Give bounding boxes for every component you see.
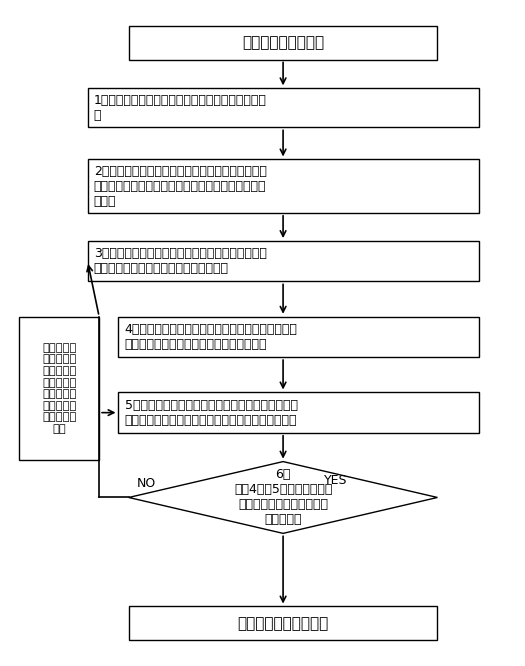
Text: 2）根据备份控制规律设计原则第一条的要求，以实
现发动机工作状态不变为目标进行备份控制规律的初
步设计: 2）根据备份控制规律设计原则第一条的要求，以实 现发动机工作状态不变为目标进行备… xyxy=(94,165,267,208)
Text: 6）
对比4）和5）的计算结果，
是否满足航空发动机的控制
精度要求？: 6） 对比4）和5）的计算结果， 是否满足航空发动机的控制 精度要求？ xyxy=(234,468,332,527)
Text: YES: YES xyxy=(324,474,348,487)
Bar xyxy=(88,159,479,213)
Text: 按照备份控
制规律设计
原则第二条
，进一步修
正性能指标
有差异之处
的备份控制
规律: 按照备份控 制规律设计 原则第二条 ，进一步修 正性能指标 有差异之处 的备份控… xyxy=(42,343,77,434)
Bar xyxy=(129,25,437,59)
Text: 4）用航空发动机总体性能设计程序执行主控制规律
计算航空发动机的推力、耗油率等性能指标: 4）用航空发动机总体性能设计程序执行主控制规律 计算航空发动机的推力、耗油率等性… xyxy=(124,323,298,351)
Bar xyxy=(88,241,479,282)
Text: 完成备份控制规律设计: 完成备份控制规律设计 xyxy=(237,616,329,631)
Polygon shape xyxy=(129,462,437,533)
Text: 主控制规律设计完成: 主控制规律设计完成 xyxy=(242,35,324,50)
Bar xyxy=(129,607,437,641)
Bar xyxy=(88,89,479,127)
Bar xyxy=(19,316,99,460)
Bar xyxy=(119,317,479,357)
Bar xyxy=(119,392,479,433)
Text: 1）按照备份控制规律设计原则第三条，选择被控参
数: 1）按照备份控制规律设计原则第三条，选择被控参 数 xyxy=(94,94,267,122)
Text: NO: NO xyxy=(137,477,156,490)
Text: 5）用相同的航空发动机总体性能设计程序执行备份
控制规律计算航空发动机的推力、耗油率等性能指标: 5）用相同的航空发动机总体性能设计程序执行备份 控制规律计算航空发动机的推力、耗… xyxy=(124,399,298,427)
Text: 3）按照备份控制规律设计原则第二条，修正航空发
动机工作状态有差异之处的备份控制规律: 3）按照备份控制规律设计原则第二条，修正航空发 动机工作状态有差异之处的备份控制… xyxy=(94,247,267,275)
